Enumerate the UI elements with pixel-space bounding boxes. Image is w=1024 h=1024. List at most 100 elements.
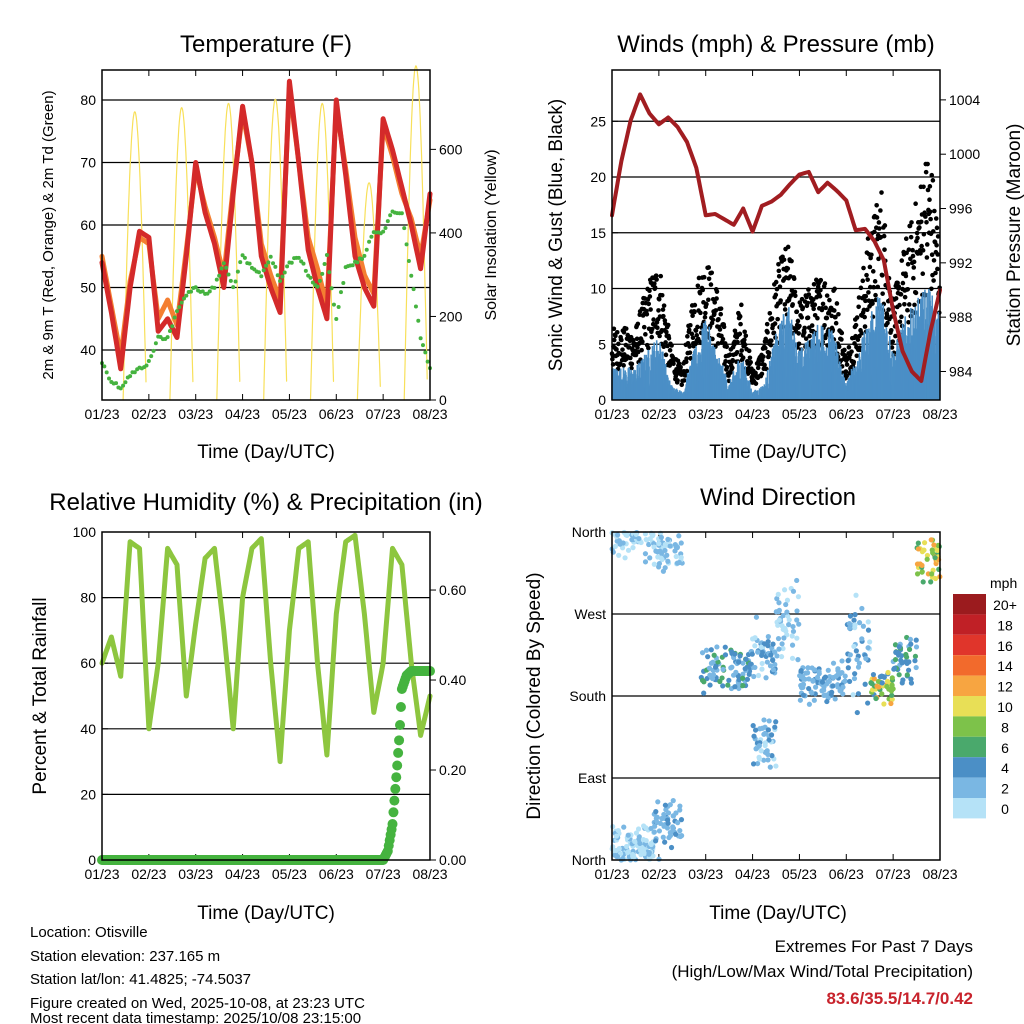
x-tick-label: 03/23 bbox=[688, 406, 723, 422]
gust-point bbox=[635, 349, 641, 355]
direction-point bbox=[852, 612, 858, 618]
direction-point bbox=[616, 846, 622, 852]
temperature-xlabel: Time (Day/UTC) bbox=[197, 442, 335, 463]
gust-point bbox=[858, 285, 864, 291]
dewpoint-point bbox=[341, 280, 346, 285]
gust-point bbox=[864, 272, 869, 278]
dewpoint-point bbox=[296, 255, 301, 260]
gust-point bbox=[710, 317, 716, 323]
direction-point bbox=[907, 636, 914, 643]
gust-point bbox=[852, 341, 857, 346]
direction-point bbox=[860, 623, 866, 629]
gust-point bbox=[614, 347, 619, 352]
gust-point bbox=[782, 302, 788, 307]
direction-point bbox=[647, 555, 653, 561]
direction-point bbox=[830, 683, 836, 689]
direction-point bbox=[665, 536, 671, 542]
dewpoint-point bbox=[420, 343, 425, 348]
dewpoint-point bbox=[121, 383, 126, 388]
gust-point bbox=[903, 273, 909, 279]
direction-point bbox=[790, 623, 796, 630]
direction-point bbox=[761, 641, 767, 647]
gust-point bbox=[906, 302, 912, 307]
direction-point bbox=[643, 536, 649, 543]
direction-point bbox=[932, 575, 939, 582]
dewpoint-point bbox=[118, 386, 123, 391]
gust-point bbox=[854, 353, 860, 359]
legend-label: 8 bbox=[1001, 719, 1009, 735]
direction-point bbox=[751, 673, 757, 680]
direction-point bbox=[658, 534, 664, 540]
precip-point bbox=[388, 807, 399, 818]
gust-point bbox=[803, 336, 809, 341]
gust-point bbox=[929, 286, 934, 292]
direction-point bbox=[739, 683, 745, 689]
x-tick-label: 04/23 bbox=[735, 406, 770, 422]
gust-point bbox=[903, 236, 909, 242]
dewpoint-point bbox=[355, 260, 360, 265]
direction-point bbox=[756, 743, 762, 749]
gust-point bbox=[742, 337, 747, 343]
gust-point bbox=[911, 275, 916, 281]
gust-point bbox=[706, 276, 712, 282]
y2-tick-label: 400 bbox=[439, 225, 463, 241]
direction-point bbox=[770, 641, 776, 647]
direction-point bbox=[785, 613, 791, 619]
gust-point bbox=[715, 341, 721, 346]
dewpoint-point bbox=[189, 289, 194, 294]
x-tick-label: 06/23 bbox=[829, 406, 864, 422]
direction-point bbox=[835, 666, 841, 672]
gust-point bbox=[653, 273, 659, 278]
direction-point bbox=[732, 651, 738, 657]
gust-point bbox=[755, 365, 761, 371]
direction-point bbox=[879, 680, 885, 686]
gust-point bbox=[684, 356, 689, 361]
gust-point bbox=[771, 330, 777, 336]
direction-point bbox=[772, 661, 778, 668]
direction-point bbox=[650, 531, 656, 537]
direction-point bbox=[653, 838, 659, 844]
x-tick-label: 05/23 bbox=[782, 866, 817, 882]
direction-point bbox=[797, 697, 803, 703]
gust-point bbox=[882, 247, 887, 252]
direction-point bbox=[929, 547, 935, 553]
direction-point bbox=[835, 671, 841, 678]
gust-point bbox=[628, 355, 633, 361]
direction-point bbox=[859, 636, 865, 642]
x-tick-label: 05/23 bbox=[272, 406, 307, 422]
x-tick-label: 04/23 bbox=[225, 866, 260, 882]
legend-swatch bbox=[953, 757, 986, 778]
dewpoint-point bbox=[360, 257, 365, 262]
dewpoint-point bbox=[212, 285, 217, 290]
gust-point bbox=[918, 251, 923, 256]
gust-point bbox=[773, 292, 779, 298]
dewpoint-point bbox=[228, 278, 233, 283]
gust-point bbox=[641, 324, 647, 330]
direction-point bbox=[705, 654, 711, 660]
direction-point bbox=[676, 533, 682, 539]
x-tick-label: 01/23 bbox=[84, 406, 119, 422]
direction-point bbox=[762, 742, 768, 749]
gust-point bbox=[802, 330, 807, 335]
dewpoint-point bbox=[331, 302, 336, 307]
dewpoint-point bbox=[381, 229, 386, 234]
gust-point bbox=[839, 337, 844, 342]
gust-point bbox=[748, 360, 753, 365]
dewpoint-point bbox=[182, 296, 186, 301]
gust-point bbox=[810, 297, 816, 302]
gust-point bbox=[917, 225, 922, 230]
y-tick-label: 15 bbox=[590, 225, 606, 241]
y-tick-label: South bbox=[569, 688, 606, 704]
dewpoint-point bbox=[275, 273, 280, 278]
direction-point bbox=[795, 657, 801, 663]
direction-point bbox=[758, 748, 764, 754]
gust-point bbox=[910, 247, 915, 253]
direction-point bbox=[908, 641, 914, 647]
gust-point bbox=[646, 301, 652, 307]
gust-point bbox=[710, 336, 715, 342]
dewpoint-point bbox=[350, 263, 355, 268]
direction-point bbox=[847, 625, 853, 631]
direction-point bbox=[839, 658, 845, 664]
plot-border-wind-direction bbox=[611, 531, 941, 861]
gust-point bbox=[933, 270, 938, 276]
